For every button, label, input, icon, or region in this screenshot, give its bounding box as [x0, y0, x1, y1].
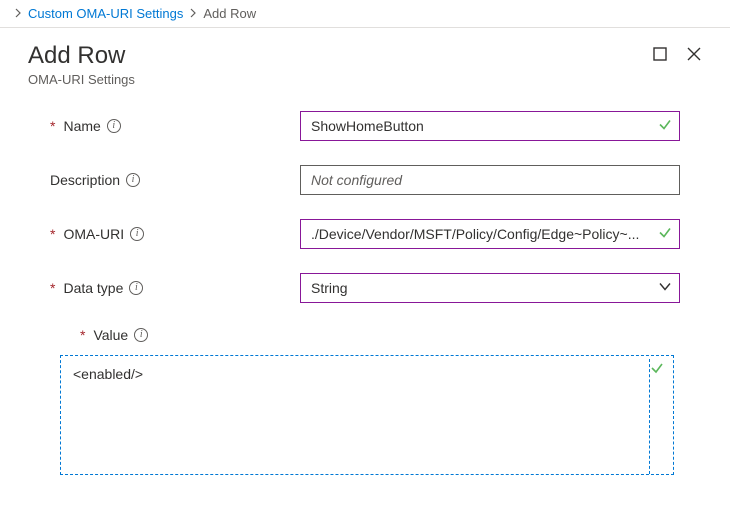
form-row-datatype: * Data type i String	[50, 273, 680, 303]
panel-header: Add Row OMA-URI Settings	[0, 28, 730, 93]
form-row-omauri: * OMA-URI i	[50, 219, 680, 249]
form: * Name i Description i * OMA-URI	[0, 93, 730, 478]
info-icon[interactable]: i	[107, 119, 121, 133]
breadcrumb-link-custom-oma-uri[interactable]: Custom OMA-URI Settings	[28, 6, 183, 21]
page-title: Add Row	[28, 42, 135, 70]
omauri-input[interactable]	[300, 219, 680, 249]
required-marker: *	[50, 226, 55, 242]
form-row-name: * Name i	[50, 111, 680, 141]
page-subtitle: OMA-URI Settings	[28, 72, 135, 87]
maximize-icon[interactable]	[652, 46, 668, 62]
label-name: Name	[63, 118, 100, 134]
form-row-value-field	[60, 355, 670, 478]
label-datatype: Data type	[63, 280, 123, 296]
label-value: Value	[93, 327, 128, 343]
close-icon[interactable]	[686, 46, 702, 62]
form-row-value-label: * Value i	[80, 327, 680, 343]
chevron-right-icon	[14, 6, 22, 21]
label-description: Description	[50, 172, 120, 188]
breadcrumb: Custom OMA-URI Settings Add Row	[0, 0, 730, 28]
required-marker: *	[50, 280, 55, 296]
info-icon[interactable]: i	[130, 227, 144, 241]
chevron-right-icon	[189, 6, 197, 21]
required-marker: *	[50, 118, 55, 134]
description-input[interactable]	[300, 165, 680, 195]
value-textarea[interactable]	[60, 355, 674, 475]
info-icon[interactable]: i	[126, 173, 140, 187]
name-input[interactable]	[300, 111, 680, 141]
info-icon[interactable]: i	[129, 281, 143, 295]
datatype-value: String	[311, 280, 348, 296]
info-icon[interactable]: i	[134, 328, 148, 342]
form-row-description: Description i	[50, 165, 680, 195]
required-marker: *	[80, 327, 85, 343]
datatype-select[interactable]: String	[300, 273, 680, 303]
label-omauri: OMA-URI	[63, 226, 124, 242]
breadcrumb-current: Add Row	[203, 6, 256, 21]
